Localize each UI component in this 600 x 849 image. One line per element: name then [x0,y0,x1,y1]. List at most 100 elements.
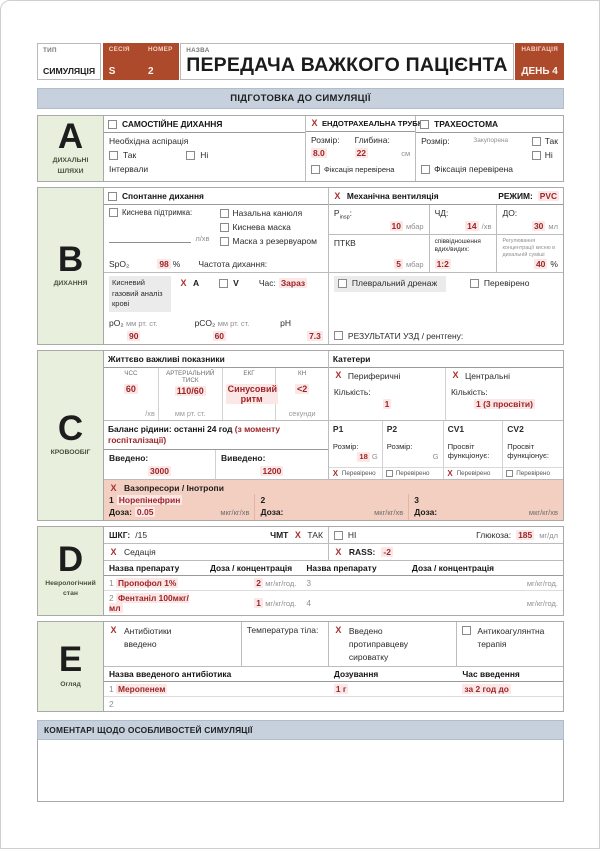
drug-row2-name[interactable]: Фентаніл 100мкг/мл [109,593,189,614]
pleural-drain-checkbox[interactable] [337,279,347,289]
tracheostomy-checkbox[interactable] [420,119,430,129]
crt-cell: КН <2 секунди [276,368,327,420]
p2-field-label: Розмір: [386,441,413,451]
ett-fixation-checkbox[interactable] [310,165,320,174]
vent-rr-value[interactable]: 14 [465,221,479,231]
tbi-no-checkbox[interactable] [333,530,343,540]
vaso1-dose-value[interactable]: 0.05 [134,507,156,518]
ph-value[interactable]: 7.3 [307,330,323,341]
oxygen-flow-field[interactable] [109,233,192,244]
aspiration-no-checkbox[interactable] [186,150,196,160]
p1-size-value[interactable]: 18 [357,452,370,462]
cv1-checked-checkbox[interactable]: X [447,469,453,479]
vaso1-dose-unit: мкг/кг/хв [220,507,250,517]
tbi-yes-checkbox[interactable]: X [294,529,301,540]
nasal-cannula-checkbox[interactable] [219,208,229,218]
oxygen-support-checkbox[interactable] [109,208,118,218]
trach-no-checkbox[interactable] [531,150,541,160]
drain-checked-checkbox[interactable] [469,278,479,288]
intervals-label: Інтервали [109,164,149,174]
fio2-value[interactable]: 40 [533,259,548,270]
abx-time-header: Час введення [457,667,563,683]
fluid-balance-title-note: (з моменту госпіталізації) [108,423,281,445]
rass-checkbox[interactable]: X [335,546,342,557]
reservoir-mask-checkbox[interactable] [219,236,229,246]
tetanus-checkbox[interactable]: X [335,625,342,636]
central-checkbox[interactable]: X [452,370,459,381]
p1-name: P1 [332,423,344,434]
peripheral-checkbox[interactable]: X [335,370,342,381]
sedation-checkbox[interactable]: X [110,546,117,557]
oxygen-support-label: Киснева підтримка: [122,208,193,218]
pinsp-value[interactable]: 10 [389,221,404,231]
ecg-value[interactable]: Синусовий ритм [225,383,278,405]
gcs-value[interactable]: /15 [135,530,148,541]
line-cv2: CV2 Просвіт функціонує: Перевірено [503,421,563,480]
crt-value[interactable]: <2 [295,383,310,394]
abx-row1-time[interactable]: за 2 год до [462,684,511,695]
mech-vent-checkbox[interactable]: X [334,190,341,201]
vasopressors-checkbox[interactable]: X [110,482,117,493]
pco2-value[interactable]: 60 [212,330,227,341]
hr-value[interactable]: 60 [123,383,138,394]
tidal-volume-unit: мл [548,221,558,231]
spont-breathing-checkbox[interactable] [108,191,117,201]
vaso1-name[interactable]: Норепінефрин [116,495,183,506]
spontaneous-breathing-checkbox[interactable] [108,119,117,129]
drug-row1-dose[interactable]: 2 [254,578,263,589]
peripheral-count-value[interactable]: 1 [382,398,392,409]
bp-value[interactable]: 110/60 [174,386,206,397]
vaso2-dose-label: Доза: [260,507,284,518]
p2-checked-checkbox[interactable] [385,470,393,478]
pco2-unit: мм рт. ст. [217,318,250,328]
vaso2-dose-unit: мкг/кг/хв [374,507,404,517]
peripheral-count-label: Кількість: [333,386,371,397]
oxygen-mask-checkbox[interactable] [219,222,229,232]
ultrasound-checkbox[interactable] [333,330,343,340]
abx-row1-dose[interactable]: 1 г [333,684,349,695]
pco2-label: pCO₂ [194,317,216,328]
ett-size-value[interactable]: 8.0 [310,148,327,158]
session-box: СЕСІЯ S [102,43,143,80]
spo2-value[interactable]: 98 [157,259,171,270]
anticoagulant-checkbox[interactable] [462,626,472,636]
drug-row1-unit: мг/кг/год. [265,579,297,589]
number-value[interactable]: 2 [148,66,154,77]
glucose-value[interactable]: 185 [516,530,535,541]
trach-yes-checkbox[interactable] [531,136,541,146]
session-value[interactable]: S [108,66,116,77]
bp-unit: мм рт. ст. [174,408,206,418]
abx-row1-name[interactable]: Меропенем [116,684,168,695]
aspiration-yes-checkbox[interactable] [109,150,118,160]
po2-value[interactable]: 90 [127,330,141,341]
antibiotics-checkbox[interactable]: X [110,625,117,636]
spo2-unit: % [172,259,181,270]
vaso1-dose-label: Доза: [109,507,132,518]
ie-ratio-value[interactable]: 1:2 [434,259,451,270]
rass-value[interactable]: -2 [381,547,393,558]
venous-checkbox[interactable] [219,278,229,288]
vent-mode-value[interactable]: PVC [537,191,559,202]
drug-row1-name[interactable]: Пропофол 1% [116,578,179,589]
navigation-value[interactable]: ДЕНЬ 4 [521,66,558,77]
gas-time-value[interactable]: Зараз [278,278,308,289]
fluid-out-value[interactable]: 1200 [260,466,284,477]
ett-checkbox[interactable]: X [311,118,318,128]
tidal-volume-value[interactable]: 30 [531,221,546,231]
central-count-value[interactable]: 1 (3 просвіти) [474,398,535,409]
section-a-letterbox: А ДИХАЛЬНІ ШЛЯХИ [38,116,104,182]
cv2-checked-checkbox[interactable] [506,470,514,478]
ett-fixation-label: Фіксація перевірена [323,165,395,174]
arterial-checkbox[interactable]: X [180,277,187,288]
vaso2-number: 2 [260,495,266,506]
drug-row2-dose[interactable]: 1 [254,598,263,609]
p1-checked-checkbox[interactable]: X [332,469,339,479]
peep-value[interactable]: 5 [394,259,404,270]
drug-row1-unit2: мг/кг/год. [526,579,558,589]
trach-yes-label: Так [544,136,558,146]
trach-fixation-checkbox[interactable] [421,164,431,174]
comments-box[interactable] [37,740,564,803]
ett-depth-unit: см [401,148,411,158]
ett-depth-value[interactable]: 22 [354,148,369,158]
fluid-in-value[interactable]: 3000 [148,466,171,477]
